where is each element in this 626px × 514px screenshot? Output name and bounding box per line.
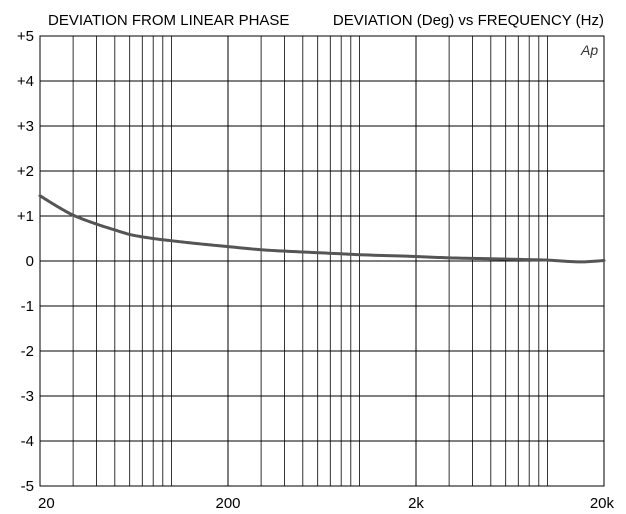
data-point [301, 250, 305, 254]
data-point [602, 259, 606, 262]
y-tick-label: +1 [17, 208, 34, 225]
data-point [489, 257, 493, 260]
data-point [95, 222, 98, 226]
data-point [113, 228, 117, 232]
x-axis-tick-labels: 20 200 2k 20k [38, 495, 614, 512]
ap-watermark: Ap [580, 42, 598, 58]
data-point [339, 252, 343, 255]
y-tick-label: -3 [21, 388, 34, 405]
data-point [71, 213, 75, 217]
y-tick-label: -1 [21, 298, 34, 315]
chart-title-right: DEVIATION (Deg) vs FREQUENCY (Hz) [333, 12, 604, 29]
x-tick-label: 20 [38, 495, 55, 512]
data-point [546, 258, 549, 262]
data-point [447, 256, 451, 260]
x-tick-label: 200 [215, 495, 240, 512]
data-point [57, 205, 60, 209]
data-point [128, 233, 131, 236]
data-point [259, 248, 263, 251]
data-point [579, 260, 582, 264]
data-point [414, 255, 418, 258]
data-point [203, 243, 206, 246]
y-tick-label: -4 [21, 433, 34, 450]
y-tick-label: -2 [21, 343, 34, 360]
data-point [358, 253, 361, 256]
chart-title-left: DEVIATION FROM LINEAR PHASE [48, 12, 289, 29]
data-point [38, 194, 42, 197]
x-tick-label: 2k [408, 495, 424, 512]
y-tick-label: +4 [17, 73, 34, 90]
data-point [527, 258, 531, 261]
data-point [151, 237, 155, 240]
y-tick-label: -5 [21, 478, 34, 495]
series-line [38, 194, 606, 264]
x-tick-label: 20k [590, 495, 615, 512]
data-point [226, 245, 230, 248]
y-tick-label: +3 [17, 118, 34, 135]
y-tick-label: +2 [17, 163, 34, 180]
data-point [170, 239, 173, 242]
y-tick-label: 0 [26, 253, 34, 270]
y-axis-tick-labels: +5 +4 +3 +2 +1 0 -1 -2 -3 -4 -5 [17, 28, 34, 495]
major-gridlines [39, 35, 605, 487]
series-layer [38, 194, 606, 264]
y-tick-label: +5 [17, 28, 34, 45]
